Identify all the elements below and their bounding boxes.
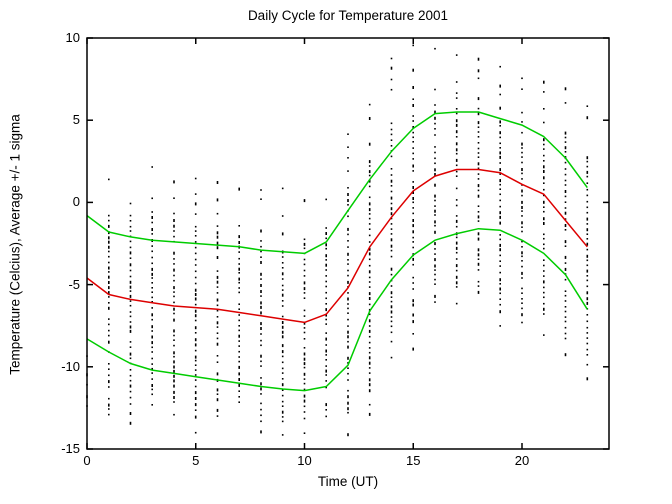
y-axis-label: Temperature (Celcius), Average +/- 1 sig… xyxy=(7,114,23,375)
y-tick-label: -15 xyxy=(61,441,80,456)
y-tick-label: 10 xyxy=(65,30,80,45)
x-tick-label: 20 xyxy=(514,453,530,468)
x-axis-label: Time (UT) xyxy=(317,474,379,489)
y-tick-label: 5 xyxy=(72,112,80,128)
y-tick-label: -10 xyxy=(61,358,80,374)
series-average xyxy=(86,168,588,324)
series-average-plus-1-sigma xyxy=(86,111,588,255)
x-tick-label: 15 xyxy=(406,453,421,468)
x-tick-label: 5 xyxy=(192,453,200,468)
chart-title: Daily Cycle for Temperature 2001 xyxy=(247,8,449,23)
y-tick-label: -5 xyxy=(68,276,80,292)
series-average-minus-1-sigma xyxy=(86,227,588,392)
x-tick-label: 10 xyxy=(297,453,312,468)
x-tick-label: 0 xyxy=(83,453,91,468)
y-tick-label: 0 xyxy=(72,194,80,210)
